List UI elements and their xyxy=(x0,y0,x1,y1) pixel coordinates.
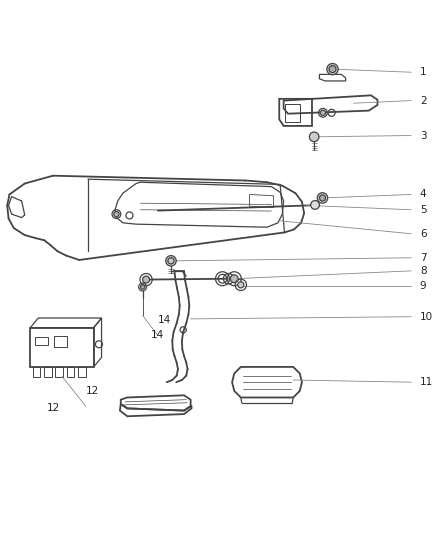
Text: 14: 14 xyxy=(158,315,171,325)
Text: 7: 7 xyxy=(420,253,427,263)
Text: 12: 12 xyxy=(86,386,99,396)
Text: 3: 3 xyxy=(420,131,427,141)
Text: 14: 14 xyxy=(151,330,165,341)
Circle shape xyxy=(329,66,336,72)
Text: 6: 6 xyxy=(420,229,427,239)
Text: 8: 8 xyxy=(420,266,427,276)
Text: 2: 2 xyxy=(420,95,427,106)
Text: 11: 11 xyxy=(420,377,433,387)
Circle shape xyxy=(238,282,244,288)
Circle shape xyxy=(309,132,319,142)
Circle shape xyxy=(311,200,319,209)
Circle shape xyxy=(166,256,176,266)
Text: 1: 1 xyxy=(420,67,427,77)
Text: 4: 4 xyxy=(420,189,427,199)
Text: 5: 5 xyxy=(420,205,427,215)
Circle shape xyxy=(230,275,238,282)
Circle shape xyxy=(114,212,119,217)
Text: 10: 10 xyxy=(420,312,433,322)
Text: 12: 12 xyxy=(46,403,60,414)
Circle shape xyxy=(141,285,145,289)
Circle shape xyxy=(327,63,338,75)
Circle shape xyxy=(319,195,325,201)
Circle shape xyxy=(320,110,325,116)
Text: 9: 9 xyxy=(420,281,427,291)
Circle shape xyxy=(143,276,150,283)
Circle shape xyxy=(317,193,328,203)
